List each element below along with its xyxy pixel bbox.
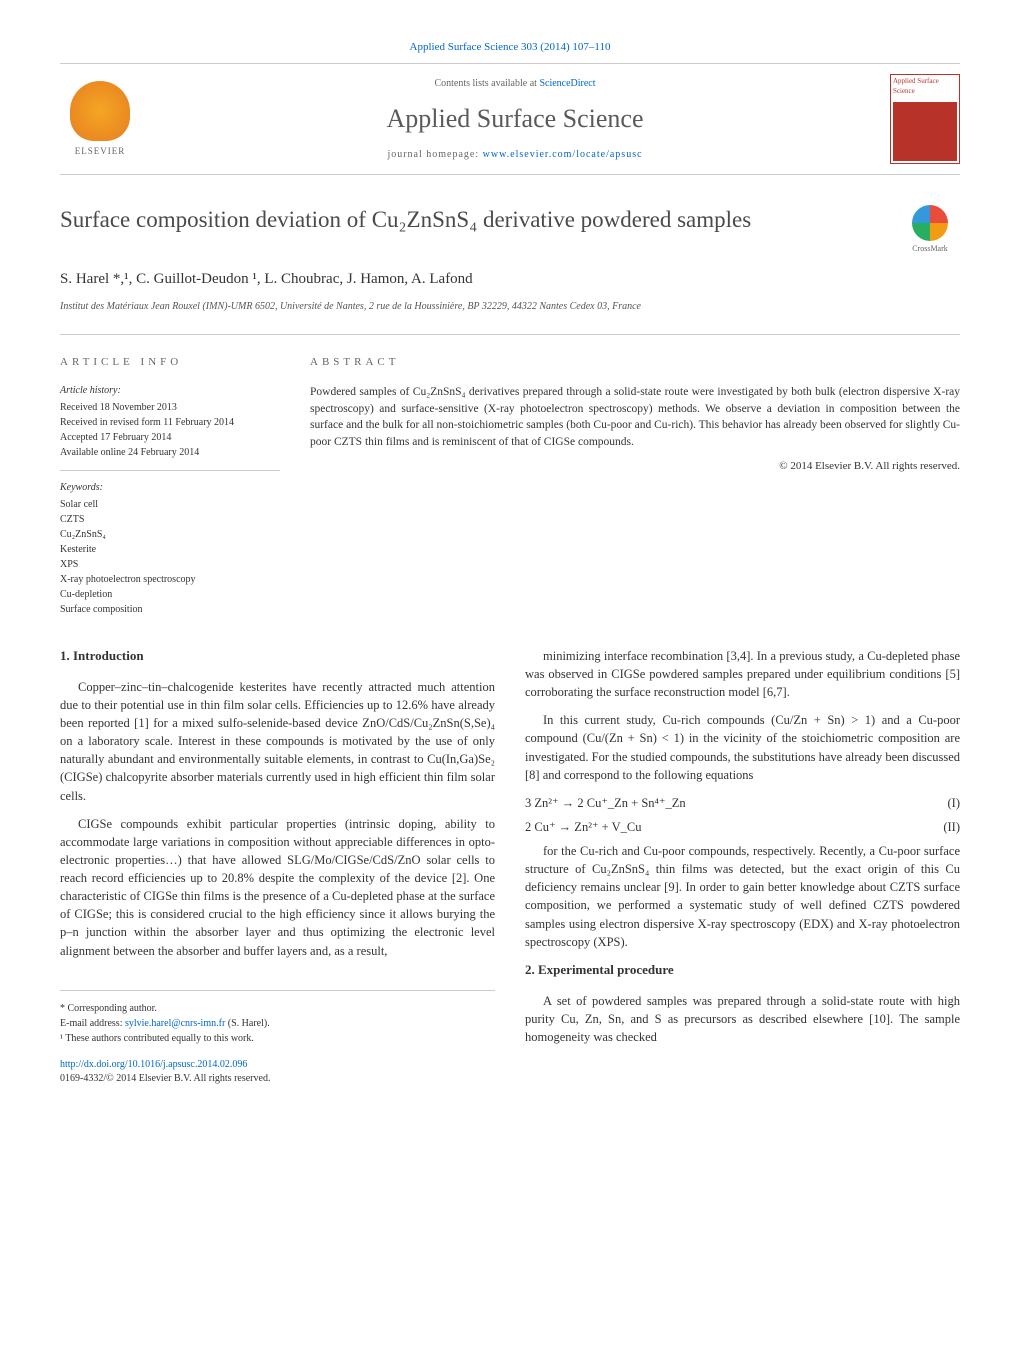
accepted-line: Accepted 17 February 2014 [60, 430, 280, 445]
info-abstract-block: ARTICLE INFO Article history: Received 1… [60, 334, 960, 617]
contents-prefix: Contents lists available at [434, 78, 539, 89]
citation-line: Applied Surface Science 303 (2014) 107–1… [60, 40, 960, 55]
doi-block: http://dx.doi.org/10.1016/j.apsusc.2014.… [60, 1058, 495, 1087]
footnotes-block: * Corresponding author. E-mail address: … [60, 990, 495, 1087]
keyword: Cu-depletion [60, 587, 280, 602]
elsevier-tree-icon [70, 81, 130, 141]
keyword: X-ray photoelectron spectroscopy [60, 572, 280, 587]
received-line: Received 18 November 2013 [60, 400, 280, 415]
keyword: CZTS [60, 512, 280, 527]
journal-homepage-line: journal homepage: www.elsevier.com/locat… [140, 148, 890, 162]
equation-2: 2 Cu⁺ → Zn²⁺ + V_Cu [525, 818, 641, 836]
keywords-heading: Keywords: [60, 481, 280, 495]
equation-1-label: (I) [948, 794, 961, 812]
paragraph: for the Cu-rich and Cu-poor compounds, r… [525, 842, 960, 951]
elsevier-logo: ELSEVIER [60, 74, 140, 164]
sciencedirect-link[interactable]: ScienceDirect [539, 78, 595, 89]
corresponding-author: * Corresponding author. [60, 1001, 495, 1016]
article-title: Surface composition deviation of Cu₂ZnSn… [60, 205, 900, 235]
affiliation-line: Institut des Matériaux Jean Rouxel (IMN)… [60, 300, 960, 314]
body-columns: 1. Introduction Copper–zinc–tin–chalcoge… [60, 647, 960, 1087]
history-block: Article history: Received 18 November 20… [60, 384, 280, 471]
section-1-heading: 1. Introduction [60, 647, 495, 666]
contents-line: Contents lists available at ScienceDirec… [140, 77, 890, 91]
homepage-prefix: journal homepage: [387, 149, 482, 160]
elsevier-label: ELSEVIER [75, 145, 126, 158]
abstract-copyright: © 2014 Elsevier B.V. All rights reserved… [310, 459, 960, 474]
equation-2-label: (II) [943, 818, 960, 836]
cover-image-block [893, 102, 957, 161]
keyword: Solar cell [60, 497, 280, 512]
article-info-heading: ARTICLE INFO [60, 355, 280, 370]
crossmark-badge[interactable]: CrossMark [900, 205, 960, 254]
equation-row-1: 3 Zn²⁺ → 2 Cu⁺_Zn + Sn⁴⁺_Zn (I) [525, 794, 960, 812]
article-info-column: ARTICLE INFO Article history: Received 1… [60, 355, 280, 617]
keyword: Kesterite [60, 542, 280, 557]
email-prefix: E-mail address: [60, 1018, 125, 1029]
paragraph: A set of powdered samples was prepared t… [525, 992, 960, 1046]
revised-line: Received in revised form 11 February 201… [60, 415, 280, 430]
email-link[interactable]: sylvie.harel@cnrs-imn.fr [125, 1018, 225, 1029]
section-2-heading: 2. Experimental procedure [525, 961, 960, 980]
abstract-column: ABSTRACT Powdered samples of Cu₂ZnSnS₄ d… [310, 355, 960, 617]
email-line: E-mail address: sylvie.harel@cnrs-imn.fr… [60, 1016, 495, 1031]
contribution-note: ¹ These authors contributed equally to t… [60, 1031, 495, 1046]
doi-link[interactable]: http://dx.doi.org/10.1016/j.apsusc.2014.… [60, 1059, 247, 1070]
homepage-link[interactable]: www.elsevier.com/locate/apsusc [483, 149, 643, 160]
issn-copyright: 0169-4332/© 2014 Elsevier B.V. All right… [60, 1072, 495, 1087]
keyword: XPS [60, 557, 280, 572]
cover-title: Applied Surface Science [891, 75, 959, 100]
paragraph: In this current study, Cu-rich compounds… [525, 711, 960, 784]
left-column: 1. Introduction Copper–zinc–tin–chalcoge… [60, 647, 495, 1087]
paragraph: minimizing interface recombination [3,4]… [525, 647, 960, 701]
right-column: minimizing interface recombination [3,4]… [525, 647, 960, 1087]
equation-row-2: 2 Cu⁺ → Zn²⁺ + V_Cu (II) [525, 818, 960, 836]
authors-line: S. Harel *,¹, C. Guillot-Deudon ¹, L. Ch… [60, 269, 960, 290]
journal-title: Applied Surface Science [140, 101, 890, 137]
crossmark-icon [912, 205, 948, 241]
journal-cover-thumb: Applied Surface Science [890, 74, 960, 164]
paragraph: Copper–zinc–tin–chalcogenide kesterites … [60, 678, 495, 805]
keyword: Cu₂ZnSnS₄ [60, 527, 280, 542]
banner-center: Contents lists available at ScienceDirec… [140, 77, 890, 161]
online-line: Available online 24 February 2014 [60, 445, 280, 460]
crossmark-label: CrossMark [912, 244, 948, 253]
title-row: Surface composition deviation of Cu₂ZnSn… [60, 205, 960, 254]
equation-1: 3 Zn²⁺ → 2 Cu⁺_Zn + Sn⁴⁺_Zn [525, 794, 686, 812]
email-suffix: (S. Harel). [228, 1018, 270, 1029]
keyword: Surface composition [60, 602, 280, 617]
abstract-text: Powdered samples of Cu₂ZnSnS₄ derivative… [310, 384, 960, 451]
journal-banner: ELSEVIER Contents lists available at Sci… [60, 63, 960, 175]
abstract-heading: ABSTRACT [310, 355, 960, 370]
history-heading: Article history: [60, 384, 280, 398]
paragraph: CIGSe compounds exhibit particular prope… [60, 815, 495, 960]
